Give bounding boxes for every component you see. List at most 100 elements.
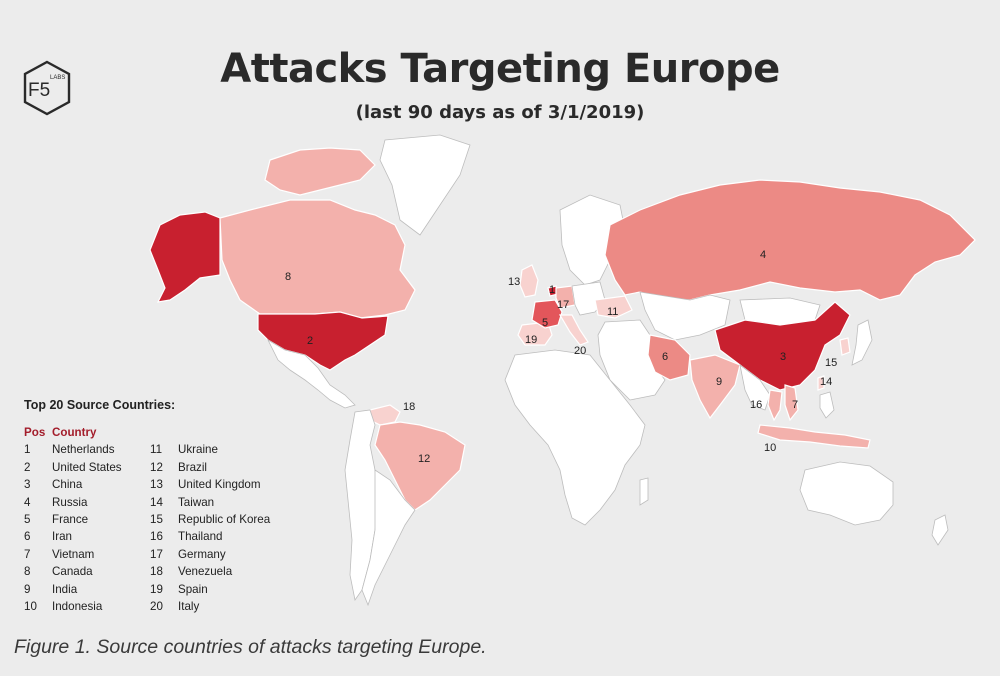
legend-pos: 16 [150,530,163,544]
mexico [267,338,356,409]
label-uk: 13 [508,276,520,288]
thailand [767,389,783,422]
southern-cone [361,469,416,607]
africa [504,349,646,526]
label-venezuela: 18 [403,401,415,413]
vietnam [784,384,799,422]
legend-spacer [178,424,318,441]
southeast-asia [739,364,771,411]
venezuela [369,404,401,426]
page-title: Attacks Targeting Europe [220,46,780,92]
legend-country: Italy [178,599,200,613]
canada [219,199,416,319]
legend-grid: Pos Country [24,424,324,441]
japan [851,319,873,366]
label-thailand: 16 [750,399,762,411]
korea [839,337,851,356]
legend-country: Russia [52,495,88,509]
page-subtitle: (last 90 days as of 3/1/2019) [355,102,645,123]
legend-pos: 5 [24,512,31,526]
legend-country: Taiwan [178,495,215,509]
legend-country: Ukraine [178,443,218,457]
taiwan [817,375,825,391]
label-netherlands: 1 [549,284,555,296]
brazil [374,421,466,511]
label-china: 3 [780,351,786,363]
canada-islands [264,147,376,196]
legend-pos: 11 [150,443,163,457]
label-france: 5 [542,317,548,329]
label-iran: 6 [662,351,668,363]
legend-country: United Kingdom [178,478,261,492]
label-canada: 8 [285,271,291,283]
label-russia: 4 [760,249,766,261]
legend-country: Brazil [178,460,207,474]
legend-country: United States [52,460,122,474]
germany [555,285,576,309]
legend-pos: 2 [24,460,31,474]
iran [647,334,691,381]
legend-pos: 3 [24,478,31,492]
legend-pos: 15 [150,512,163,526]
label-india: 9 [716,376,722,388]
legend-country: France [52,512,89,526]
legend-country: Spain [178,582,208,596]
label-korea: 15 [825,357,837,369]
madagascar [639,477,649,506]
label-brazil: 12 [418,453,430,465]
central-asia [639,291,731,341]
legend-country: Netherlands [52,443,115,457]
legend-pos: 7 [24,547,31,561]
ukraine [594,295,633,319]
legend-pos: 17 [150,547,163,561]
legend-pos: 6 [24,530,31,544]
legend-pos: 18 [150,565,163,579]
legend-pos: 10 [24,599,37,613]
alaska [149,211,221,303]
label-usa: 2 [307,335,313,347]
legend-rows: 1 Netherlands 11 Ukraine 2 United States 12 Bra… [24,441,324,615]
france [531,299,563,329]
label-italy: 20 [574,345,586,357]
legend-country: Iran [52,530,72,544]
legend-country: Republic of Korea [178,512,271,526]
legend-country: Vietnam [52,547,95,561]
legend-country: Canada [52,565,93,579]
legend-pos: 20 [150,599,163,613]
italy [558,314,589,346]
label-ukraine: 11 [607,306,618,318]
legend-pos: 13 [150,478,163,492]
f5-labs-logo: F5 LABS [22,60,72,116]
label-vietnam: 7 [792,399,798,411]
legend-pos: 19 [150,582,163,596]
legend: Top 20 Source Countries: Pos Country 1 Ne… [24,398,324,615]
legend-pos: 9 [24,582,31,596]
legend-pos: 1 [24,443,31,457]
logo-sub-text: LABS [50,75,65,81]
legend-pos: 4 [24,495,31,509]
middle-east [597,319,666,401]
legend-pos: 14 [150,495,163,509]
logo-main-text: F5 [28,80,50,101]
uk [519,264,539,298]
legend-country: Indonesia [52,599,103,613]
legend-country: India [52,582,78,596]
indonesia [757,424,871,449]
label-germany: 17 [557,299,569,311]
usa [257,311,389,371]
legend-country: Germany [178,547,226,561]
legend-title: Top 20 Source Countries: [24,398,176,412]
legend-country: China [52,478,83,492]
india [689,354,741,420]
greenland [379,134,471,236]
label-indonesia: 10 [764,442,776,454]
figure-caption: Figure 1. Source countries of attacks ta… [14,636,487,658]
legend-pos: 8 [24,565,31,579]
legend-country: Venezuela [178,565,233,579]
new-zealand [931,514,949,546]
legend-pos-header: Pos [24,426,46,439]
legend-spacer [150,424,178,441]
label-taiwan: 14 [820,376,832,388]
label-spain: 19 [525,334,537,346]
